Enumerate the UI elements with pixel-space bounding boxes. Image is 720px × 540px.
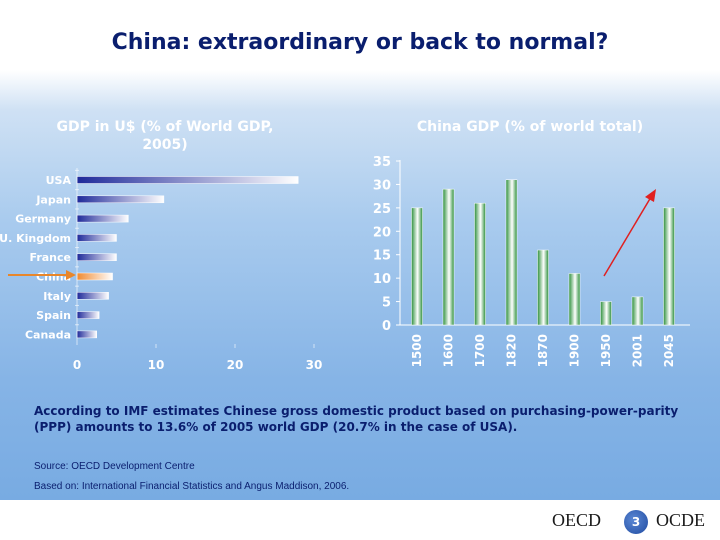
- gdp-share-chart-title: GDP in U$ (% of World GDP, 2005): [56, 119, 274, 153]
- china-gdp-year-label: 1820: [505, 334, 519, 367]
- china-gdp-y-tick-label: 0: [382, 319, 391, 334]
- china-gdp-y-tick-label: 25: [373, 202, 391, 217]
- china-gdp-bar: [411, 207, 423, 326]
- gdp-share-x-tick-label: 0: [73, 358, 81, 372]
- china-gdp-year-label: 1700: [473, 334, 487, 367]
- china-gdp-y-tick-label: 35: [373, 155, 391, 170]
- oecd-logo: OECD 3 OCDE: [552, 510, 712, 534]
- china-pointer-arrow: [8, 270, 76, 280]
- gdp-share-x-tick-label: 10: [148, 358, 165, 372]
- china-gdp-bar: [537, 249, 549, 326]
- gdp-share-category-label: Japan: [35, 193, 71, 206]
- china-gdp-year-label: 1870: [536, 334, 550, 367]
- gdp-share-x-tick-label: 30: [306, 358, 323, 372]
- china-gdp-year-label: 1600: [442, 334, 456, 367]
- china-gdp-bar: [474, 202, 486, 326]
- china-gdp-year-label: 1900: [568, 334, 582, 367]
- china-gdp-bar: [568, 273, 581, 326]
- china-gdp-y-tick-label: 10: [373, 272, 391, 287]
- based-on-line: Based on: International Financial Statis…: [34, 481, 350, 492]
- china-gdp-bar: [663, 207, 675, 326]
- china-gdp-y-tick-label: 30: [373, 178, 391, 193]
- gdp-share-category-label: China: [36, 271, 71, 284]
- china-gdp-bar: [631, 296, 644, 326]
- footnote-text: According to IMF estimates Chinese gross…: [34, 404, 679, 434]
- china-gdp-year-label: 1500: [410, 334, 424, 367]
- china-gdp-y-tick-label: 5: [382, 296, 391, 311]
- china-gdp-y-tick-label: 20: [373, 225, 391, 240]
- logo-text-oecd: OECD: [552, 510, 601, 530]
- gdp-share-category-label: Italy: [43, 290, 71, 303]
- china-gdp-y-tick-label: 15: [373, 249, 391, 264]
- gdp-share-category-label: USA: [46, 174, 72, 187]
- logo-text-ocde: OCDE: [656, 510, 705, 530]
- china-gdp-year-label: 1950: [599, 334, 613, 367]
- gdp-share-category-label: Germany: [15, 213, 71, 226]
- china-gdp-chart-title: China GDP (% of world total): [416, 119, 644, 135]
- gdp-share-category-label: France: [30, 251, 71, 264]
- china-gdp-bar: [442, 188, 455, 326]
- trend-arrow: [603, 189, 656, 277]
- page-number: 3: [631, 515, 641, 529]
- gdp-share-category-label: U. Kingdom: [0, 232, 71, 245]
- china-gdp-year-label: 2001: [631, 334, 645, 367]
- china-gdp-bar: [505, 179, 518, 326]
- gdp-share-category-label: Canada: [25, 328, 71, 341]
- china-gdp-bar: [600, 301, 612, 326]
- footer-band: [0, 500, 720, 540]
- page-number-badge: 3: [624, 510, 648, 534]
- slide-title: China: extraordinary or back to normal?: [111, 30, 609, 55]
- china-gdp-year-label: 2045: [662, 334, 676, 367]
- gdp-share-x-tick-label: 20: [227, 358, 244, 372]
- source-line: Source: OECD Development Centre: [34, 461, 195, 472]
- gdp-share-category-label: Spain: [36, 309, 71, 322]
